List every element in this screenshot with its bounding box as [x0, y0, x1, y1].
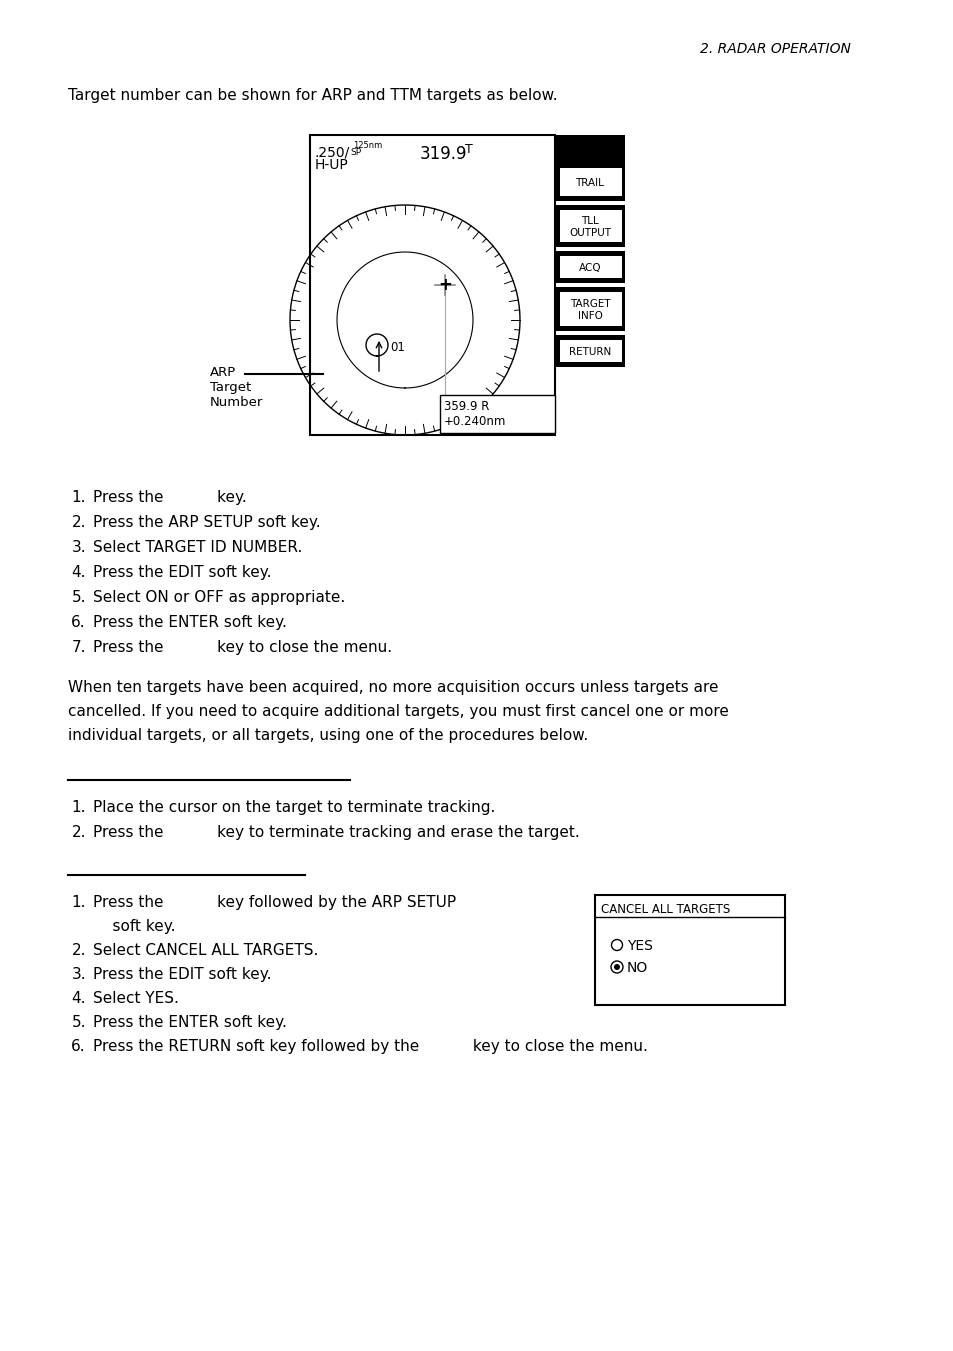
Bar: [555, 135, 624, 163]
Circle shape: [614, 965, 619, 970]
Bar: [555, 205, 624, 247]
Bar: [559, 255, 621, 278]
Text: 1.: 1.: [71, 490, 86, 505]
Text: YES: YES: [626, 939, 652, 952]
Text: Select ON or OFF as appropriate.: Select ON or OFF as appropriate.: [92, 590, 345, 605]
Bar: [595, 894, 784, 1005]
Text: TARGET: TARGET: [565, 145, 614, 155]
Text: +: +: [437, 276, 452, 295]
Bar: [555, 251, 624, 282]
Bar: [555, 286, 624, 331]
Text: Target number can be shown for ARP and TTM targets as below.: Target number can be shown for ARP and T…: [68, 88, 558, 103]
Text: Press the EDIT soft key.: Press the EDIT soft key.: [92, 967, 272, 982]
Text: NO: NO: [626, 961, 648, 975]
Text: 3.: 3.: [71, 967, 86, 982]
Text: ACQ: ACQ: [578, 263, 600, 273]
Text: TARGET
INFO: TARGET INFO: [569, 299, 610, 320]
Text: ARP
Target
Number: ARP Target Number: [210, 366, 263, 409]
Text: H-UP: H-UP: [314, 158, 349, 172]
Text: RETURN: RETURN: [568, 347, 611, 357]
Text: 125nm: 125nm: [353, 141, 382, 150]
Text: 01: 01: [390, 340, 404, 354]
Text: 4.: 4.: [71, 992, 86, 1006]
Text: 2.: 2.: [71, 825, 86, 840]
Text: When ten targets have been acquired, no more acquisition occurs unless targets a: When ten targets have been acquired, no …: [68, 680, 718, 694]
Text: 7.: 7.: [71, 640, 86, 655]
Bar: [559, 168, 621, 196]
Text: Press the           key.: Press the key.: [92, 490, 247, 505]
Text: Press the ENTER soft key.: Press the ENTER soft key.: [92, 1015, 287, 1029]
Text: Press the           key to close the menu.: Press the key to close the menu.: [92, 640, 392, 655]
Text: individual targets, or all targets, using one of the procedures below.: individual targets, or all targets, usin…: [68, 728, 588, 743]
Text: Press the           key to terminate tracking and erase the target.: Press the key to terminate tracking and …: [92, 825, 579, 840]
Text: 5.: 5.: [71, 1015, 86, 1029]
Text: Press the ENTER soft key.: Press the ENTER soft key.: [92, 615, 287, 630]
Text: Place the cursor on the target to terminate tracking.: Place the cursor on the target to termin…: [92, 800, 495, 815]
Bar: [555, 163, 624, 201]
Text: soft key.: soft key.: [92, 919, 175, 934]
Text: 1.: 1.: [71, 800, 86, 815]
Text: Press the EDIT soft key.: Press the EDIT soft key.: [92, 565, 272, 580]
Text: Press the RETURN soft key followed by the           key to close the menu.: Press the RETURN soft key followed by th…: [92, 1039, 647, 1054]
Text: 4.: 4.: [71, 565, 86, 580]
Bar: [559, 292, 621, 326]
Text: 2.: 2.: [71, 515, 86, 530]
Text: 359.9 R: 359.9 R: [443, 400, 489, 413]
Text: 6.: 6.: [71, 1039, 86, 1054]
Text: 5.: 5.: [71, 590, 86, 605]
Text: .250/: .250/: [314, 145, 350, 159]
Text: cancelled. If you need to acquire additional targets, you must first cancel one : cancelled. If you need to acquire additi…: [68, 704, 728, 719]
Text: TRAIL: TRAIL: [575, 178, 604, 188]
Bar: [559, 340, 621, 362]
Text: SP: SP: [350, 149, 361, 157]
Text: TLL
OUTPUT: TLL OUTPUT: [568, 216, 610, 238]
Bar: [310, 135, 555, 435]
Text: T: T: [464, 143, 473, 155]
Text: 2.: 2.: [71, 943, 86, 958]
Text: Press the           key followed by the ARP SETUP: Press the key followed by the ARP SETUP: [92, 894, 456, 911]
Text: Press the ARP SETUP soft key.: Press the ARP SETUP soft key.: [92, 515, 320, 530]
Text: Select CANCEL ALL TARGETS.: Select CANCEL ALL TARGETS.: [92, 943, 318, 958]
Text: +0.240nm: +0.240nm: [443, 415, 506, 428]
Text: Select YES.: Select YES.: [92, 992, 179, 1006]
Text: Select TARGET ID NUMBER.: Select TARGET ID NUMBER.: [92, 540, 302, 555]
Text: CANCEL ALL TARGETS: CANCEL ALL TARGETS: [600, 902, 729, 916]
Bar: [439, 394, 555, 434]
Text: 1.: 1.: [71, 894, 86, 911]
Bar: [555, 335, 624, 367]
Text: 2. RADAR OPERATION: 2. RADAR OPERATION: [700, 42, 850, 55]
Text: 3.: 3.: [71, 540, 86, 555]
Text: 6.: 6.: [71, 615, 86, 630]
Text: 319.9: 319.9: [419, 145, 467, 163]
Bar: [559, 209, 621, 242]
